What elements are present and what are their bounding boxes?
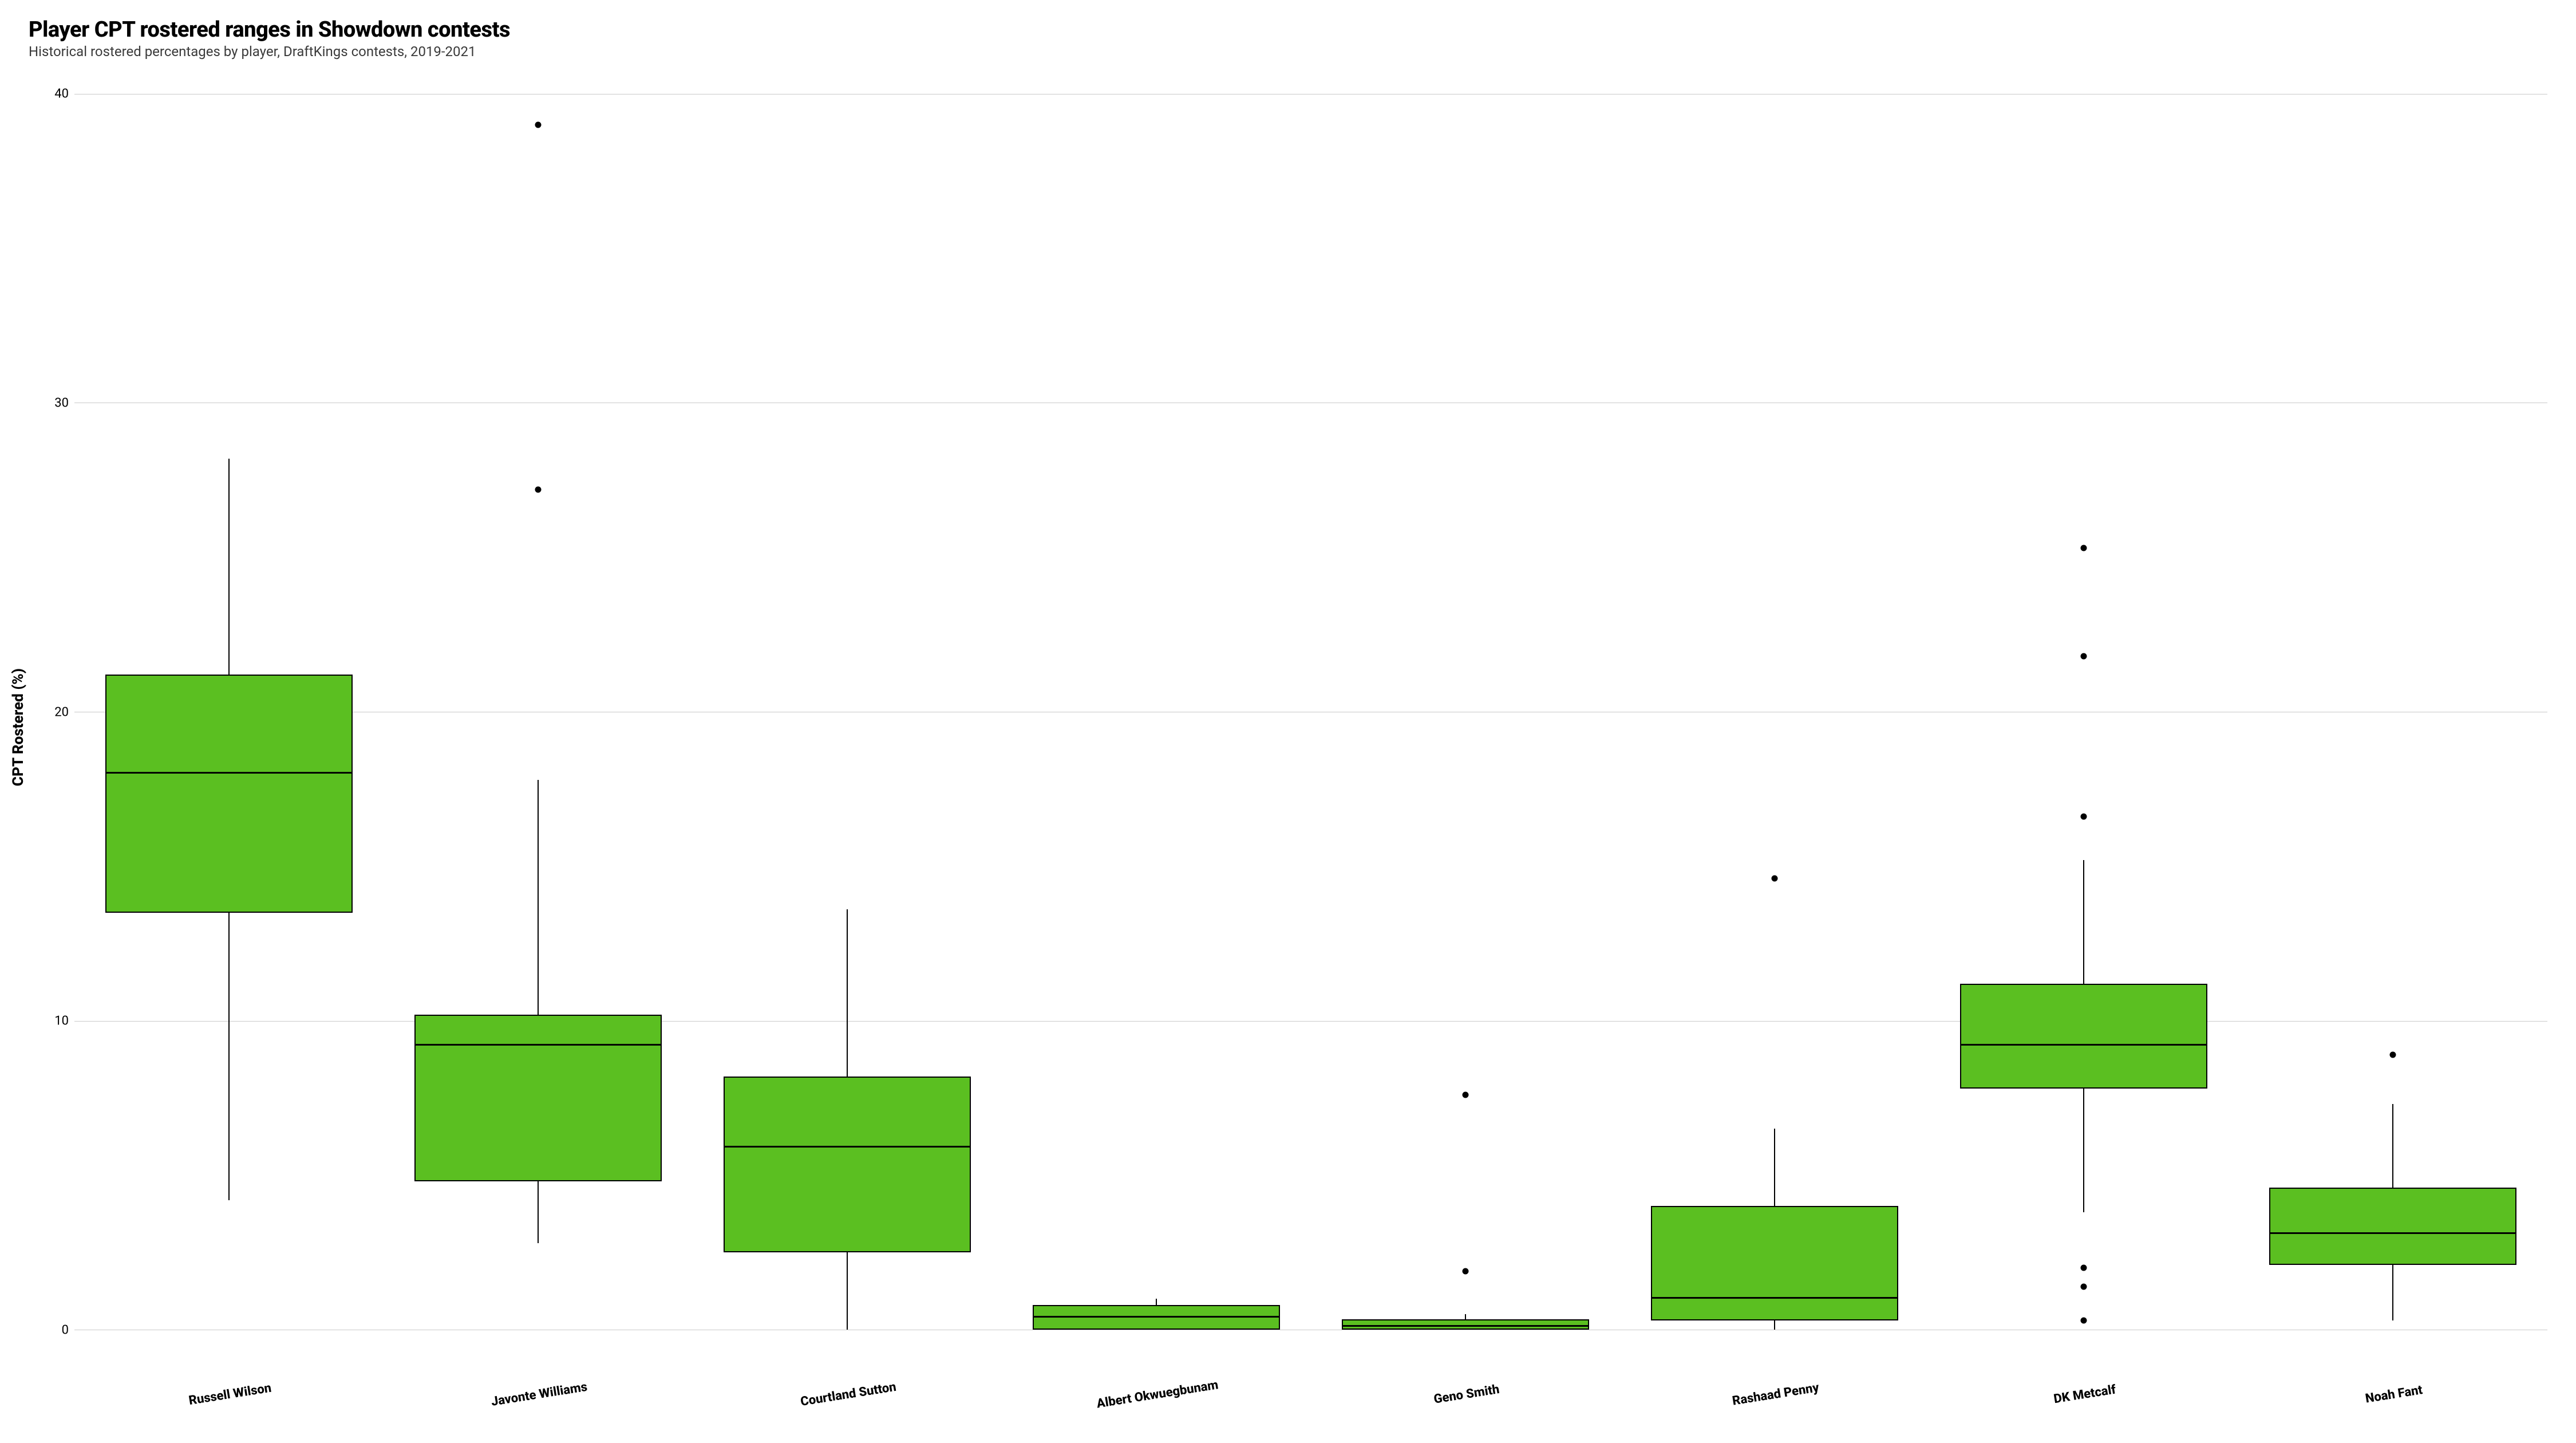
outlier <box>2081 1283 2087 1290</box>
outlier <box>2081 814 2087 820</box>
outlier <box>2081 653 2087 659</box>
x-axis-labels: Russell WilsonJavonte WilliamsCourtland … <box>74 1387 2547 1402</box>
box-slot <box>1002 63 1311 1391</box>
box <box>2269 1188 2516 1265</box>
box <box>414 1015 662 1181</box>
box-slot <box>1311 63 1620 1391</box>
median <box>724 1146 971 1148</box>
y-tick-label: 20 <box>54 705 74 719</box>
outlier <box>2081 1265 2087 1271</box>
median <box>1651 1297 1898 1299</box>
box <box>105 675 353 912</box>
box-slot <box>384 63 693 1391</box>
box-slot <box>693 63 1002 1391</box>
box <box>1033 1305 1280 1330</box>
box-slot <box>74 63 384 1391</box>
box <box>724 1077 971 1253</box>
median <box>1342 1325 1589 1327</box>
outlier <box>535 486 542 492</box>
outlier <box>1463 1268 1469 1274</box>
boxplots <box>74 63 2547 1391</box>
y-tick-label: 10 <box>54 1014 74 1028</box>
box <box>1960 984 2207 1089</box>
median <box>105 772 353 774</box>
chart-subtitle: Historical rostered percentages by playe… <box>29 44 2553 60</box>
median <box>2269 1232 2516 1234</box>
median <box>1960 1044 2207 1046</box>
chart-container: Player CPT rostered ranges in Showdown c… <box>0 0 2576 1443</box>
y-tick-label: 0 <box>62 1323 74 1337</box>
box <box>1651 1206 1898 1320</box>
outlier <box>2390 1051 2396 1058</box>
y-axis-label: CPT Rostered (%) <box>10 668 27 786</box>
median <box>414 1044 662 1046</box>
median <box>1033 1316 1280 1318</box>
title-block: Player CPT rostered ranges in Showdown c… <box>29 17 2553 60</box>
outlier <box>2081 1317 2087 1323</box>
y-tick-label: 40 <box>54 87 74 101</box>
outlier <box>1463 1092 1469 1098</box>
plot-area: CPT Rostered (%) 010203040 Russell Wilso… <box>23 63 2553 1391</box>
box-slot <box>1929 63 2238 1391</box>
chart-title: Player CPT rostered ranges in Showdown c… <box>29 17 2553 42</box>
outlier <box>1772 876 1778 882</box>
box-slot <box>1620 63 1929 1391</box>
outlier <box>2081 545 2087 551</box>
y-tick-label: 30 <box>54 396 74 410</box>
box-slot <box>2238 63 2547 1391</box>
outlier <box>535 121 542 128</box>
